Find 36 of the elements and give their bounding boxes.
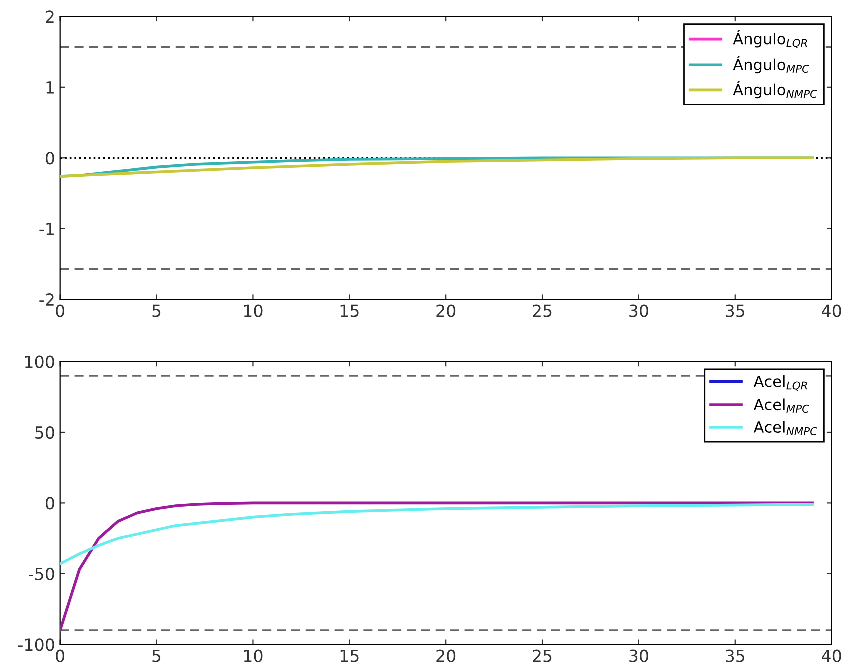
- y-tick-label: 1: [46, 82, 54, 94]
- x-tick-label: 40: [822, 650, 842, 662]
- x-tick-label: 0: [56, 650, 65, 662]
- x-tick-label: 40: [822, 304, 842, 318]
- line-series: [60, 502, 814, 632]
- y-tick-label: -50: [29, 568, 54, 580]
- x-tick-label: 35: [726, 650, 745, 662]
- legend-label: Ángulo$_{NMPC}$: [733, 81, 818, 99]
- legend-label: Acel$_{MPC}$: [754, 398, 810, 414]
- legend-label: Ángulo$_{LQR}$: [733, 30, 808, 48]
- y-tick-label: 0: [46, 152, 54, 165]
- x-tick-label: 30: [630, 650, 648, 662]
- y-tick-label: -2: [40, 294, 54, 306]
- y-tick-label: 0: [46, 497, 54, 510]
- x-tick-label: 25: [533, 650, 552, 662]
- legend-label: Acel$_{LQR}$: [754, 376, 808, 392]
- line-series: [60, 503, 814, 566]
- x-tick-label: 15: [340, 650, 359, 662]
- x-tick-label: 30: [630, 304, 648, 318]
- x-tick-label: 35: [726, 304, 745, 318]
- x-tick-label: 20: [436, 304, 456, 318]
- legend-label: Ángulo$_{MPC}$: [733, 56, 810, 74]
- y-tick-label: 100: [25, 356, 54, 368]
- x-tick-label: 15: [340, 304, 359, 318]
- x-tick-label: 5: [152, 304, 161, 318]
- x-tick-label: 10: [244, 304, 263, 318]
- y-tick-label: 50: [36, 426, 54, 440]
- x-tick-label: 0: [56, 304, 65, 318]
- legend-label: Acel$_{NMPC}$: [754, 421, 818, 436]
- y-tick-label: 2: [46, 10, 54, 24]
- x-tick-label: 25: [533, 304, 552, 318]
- y-tick-label: -100: [18, 638, 54, 652]
- y-tick-label: -1: [40, 223, 54, 236]
- x-tick-label: 10: [244, 650, 263, 662]
- x-tick-label: 20: [436, 650, 456, 662]
- x-tick-label: 5: [152, 650, 161, 662]
